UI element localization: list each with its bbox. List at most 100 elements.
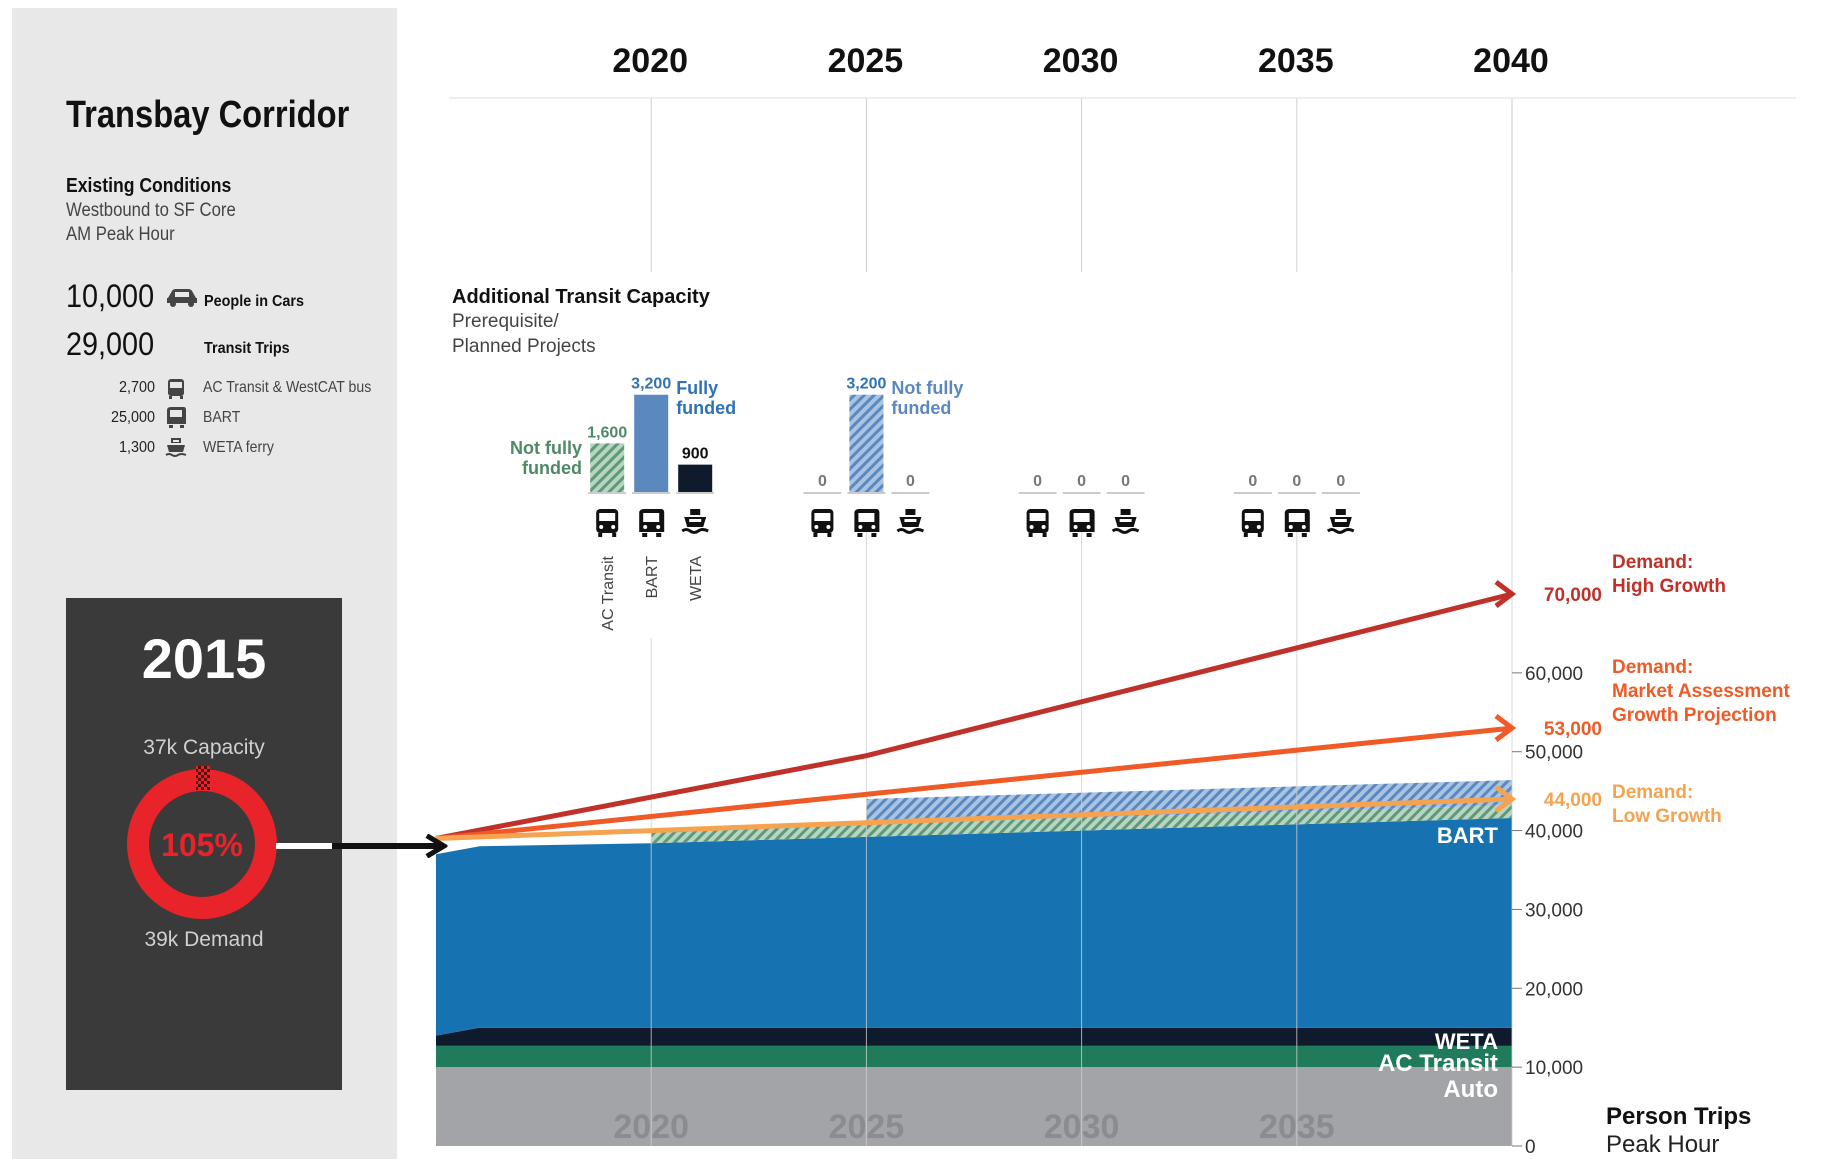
y-tick-label: 20,000 <box>1525 979 1583 1000</box>
bar-value-weta-2025: 0 <box>906 473 915 490</box>
ferry-icon <box>1111 509 1140 534</box>
people-in-cars-label: People in Cars <box>204 293 305 310</box>
not-funded-label-ac-2020: Not fully <box>510 438 582 458</box>
area-ac-transit <box>436 1045 1512 1068</box>
mode-label-weta: WETA ferry <box>203 439 274 456</box>
bar-bart-2020 <box>634 394 669 492</box>
demand-line-low-growth <box>435 796 1513 841</box>
demand-value-market-assessment: 53,000 <box>1544 719 1602 740</box>
demand-label-high-growth: Demand: <box>1612 552 1693 573</box>
train-icon <box>167 407 186 428</box>
area-auto <box>436 1067 1512 1146</box>
ferry-icon <box>681 509 709 534</box>
y-axis-title: Person Trips <box>1606 1103 1751 1130</box>
bar-value-bart-2035: 0 <box>1292 473 1301 490</box>
demand-lines <box>276 580 1517 846</box>
transit-trips-label: Transit Trips <box>204 340 290 357</box>
top-year-2030: 2030 <box>1043 42 1119 80</box>
mode-value-ac-transit: 2,700 <box>118 379 155 396</box>
demand-label-high-growth: High Growth <box>1612 576 1726 597</box>
demand-arrow-high-growth <box>1494 580 1517 608</box>
y-tick-label: 30,000 <box>1525 900 1583 921</box>
fully-funded-label-bart-2020: Fully <box>676 378 718 398</box>
train-icon <box>1069 509 1095 537</box>
existing-conditions-heading: Existing Conditions <box>66 175 232 197</box>
demand-arrow-market-assessment <box>1494 714 1517 743</box>
demand-line-high-growth <box>435 591 1513 841</box>
bus-icon <box>596 509 619 537</box>
demand-label: 39k Demand <box>144 928 263 951</box>
bar-ac-transit-2020 <box>590 443 625 492</box>
not-funded-label-bart-2025: Not fully <box>891 378 963 398</box>
demand-label-market-assessment: Market Assessment <box>1612 681 1790 702</box>
not-funded-label-bart-2025-b: funded <box>891 398 951 418</box>
summary-2015-graphic: 2015 37k Capacity 105% 39k Demand <box>127 627 277 951</box>
mode-axis-label-ac-transit: AC Transit <box>600 555 617 630</box>
demand-label-low-growth: Low Growth <box>1612 806 1722 827</box>
layer-label-weta: WETA <box>1435 1029 1498 1054</box>
top-year-2025: 2025 <box>828 42 904 80</box>
bus-icon <box>1026 509 1049 537</box>
bar-value-weta-2035: 0 <box>1336 473 1345 490</box>
bar-value-ac-transit-2020: 1,600 <box>587 424 627 441</box>
bar-value-bart-2030: 0 <box>1077 473 1086 490</box>
demand-line-market-assessment <box>435 725 1513 841</box>
bar-weta-2020 <box>678 464 713 492</box>
capacity-subtitle-1: Prerequisite/ <box>452 311 559 332</box>
fully-funded-label-bart-2020-b: funded <box>676 398 736 418</box>
utilization-percent: 105% <box>161 827 243 863</box>
bar-value-weta-2030: 0 <box>1121 473 1130 490</box>
train-icon <box>639 509 665 537</box>
mode-value-bart: 25,000 <box>110 409 155 426</box>
bar-value-ac-transit-2035: 0 <box>1248 473 1257 490</box>
bus-icon <box>1241 509 1264 537</box>
demand-label-low-growth: Demand: <box>1612 782 1693 803</box>
bottom-year-2035: 2035 <box>1259 1108 1335 1146</box>
layer-label-ac-transit: AC Transit <box>1378 1050 1498 1077</box>
ferry-icon <box>165 438 187 457</box>
mode-label-ac-transit: AC Transit & WestCAT bus <box>203 379 372 396</box>
page-title: Transbay Corridor <box>66 94 350 136</box>
bar-value-bart-2025: 3,200 <box>846 376 886 393</box>
y-axis-subtitle: Peak Hour <box>1606 1131 1719 1158</box>
layer-label-bart: BART <box>1437 823 1499 848</box>
top-year-2035: 2035 <box>1258 42 1334 80</box>
area-weta <box>436 1027 1512 1046</box>
transit-trips-value: 29,000 <box>66 326 155 362</box>
capacity-title: Additional Transit Capacity <box>452 286 711 308</box>
bottom-year-2020: 2020 <box>613 1108 689 1146</box>
summary-year: 2015 <box>142 627 267 690</box>
mode-label-bart: BART <box>203 409 241 426</box>
existing-conditions-direction: Westbound to SF Core <box>66 200 236 221</box>
mode-axis-label-bart: BART <box>644 556 661 599</box>
demand-value-low-growth: 44,000 <box>1544 790 1602 811</box>
not-funded-label-ac-2020-b: funded <box>522 458 582 478</box>
chart-text: 2020 2025 2030 2035 2040 0 10,000 20,000 30,000 4… <box>452 42 1790 1158</box>
mode-value-weta: 1,300 <box>118 439 155 456</box>
y-tick-label: 40,000 <box>1525 822 1583 843</box>
people-in-cars-value: 10,000 <box>66 278 155 314</box>
area-bart-not-funded <box>866 780 1512 825</box>
demand-label-market-assessment: Growth Projection <box>1612 705 1777 726</box>
bar-bart-2025 <box>849 394 884 492</box>
bar-value-bart-2020: 3,200 <box>631 376 671 393</box>
bus-icon <box>811 509 834 537</box>
bar-value-ac-transit-2025: 0 <box>818 473 827 490</box>
top-year-2040: 2040 <box>1473 42 1549 80</box>
demand-value-high-growth: 70,000 <box>1544 585 1602 606</box>
y-tick-label: 50,000 <box>1525 743 1583 764</box>
ferry-icon <box>1326 509 1355 534</box>
capacity-label: 37k Capacity <box>143 736 265 759</box>
bottom-year-2025: 2025 <box>829 1108 905 1146</box>
demand-arrow-low-growth <box>1494 785 1517 814</box>
capacity-subtitle-2: Planned Projects <box>452 336 596 357</box>
y-tick-label: 60,000 <box>1525 664 1583 685</box>
area-bart <box>436 818 1512 1036</box>
train-icon <box>854 509 880 537</box>
mode-axis-label-weta: WETA <box>688 556 705 601</box>
layer-label-auto: Auto <box>1443 1076 1498 1103</box>
y-tick-label: 0 <box>1525 1137 1536 1158</box>
existing-conditions-period: AM Peak Hour <box>66 224 175 245</box>
train-icon <box>1284 509 1310 537</box>
